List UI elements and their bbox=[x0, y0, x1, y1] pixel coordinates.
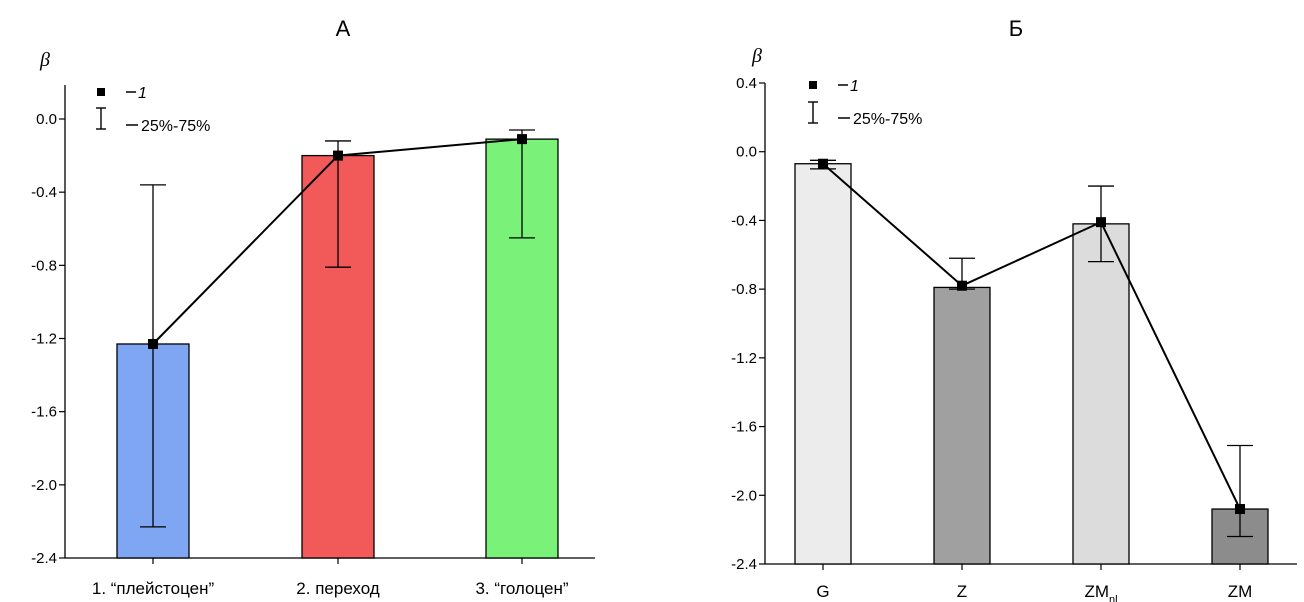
panel-b-ylabel: β bbox=[751, 45, 762, 67]
panel-a-point-marker bbox=[333, 150, 343, 161]
panel-a-ytick-label: -0.8 bbox=[31, 257, 57, 274]
panel-a-bar bbox=[301, 154, 375, 559]
panel-a-ytick-label: 0.0 bbox=[36, 111, 57, 128]
panel-b-ytick-label: -1.2 bbox=[731, 350, 757, 367]
panel-b-legend: 1 25%-75% bbox=[808, 78, 922, 128]
panel-b-point-marker bbox=[1235, 504, 1245, 515]
panel-a-legend-marker bbox=[97, 88, 105, 96]
panel-b-point-marker bbox=[1096, 217, 1106, 228]
panel-a-legend-marker-label: 1 bbox=[138, 85, 147, 102]
panel-a-category-label: 1. “плейстоцен” bbox=[92, 579, 215, 598]
panel-b-legend-error-label: 25%-75% bbox=[853, 111, 922, 128]
panel-b-bar bbox=[794, 163, 852, 565]
panel-b-category-label: G bbox=[816, 582, 829, 601]
panel-a-title: А bbox=[336, 16, 351, 41]
panel-a-legend: 1 25%-75% bbox=[96, 85, 210, 135]
panel-b-ytick-label: -0.8 bbox=[731, 281, 757, 298]
panel-b-series-line bbox=[822, 162, 1241, 510]
panel-b-point-marker bbox=[818, 158, 828, 169]
panel-b-category-label: Z bbox=[957, 582, 967, 601]
panel-b-ytick-label: -0.4 bbox=[731, 212, 757, 229]
panel-b-axes: 0.4 0.0 -0.4 -0.8 -1.2 -1.6 -2.0 -2.4 G Z ZMnl ZM bbox=[731, 75, 1297, 602]
panel-b-bar bbox=[1072, 223, 1130, 565]
panel-b-series bbox=[810, 158, 1253, 538]
panel-a-point-marker bbox=[148, 338, 158, 349]
panel-b-bar bbox=[933, 286, 991, 565]
panel-b-legend-marker-label: 1 bbox=[850, 78, 859, 95]
panel-b-bars bbox=[794, 163, 1269, 565]
panel-b-title: Б bbox=[1009, 16, 1023, 41]
panel-a-ytick-label: -2.0 bbox=[31, 477, 57, 494]
panel-a-legend-error-label: 25%-75% bbox=[141, 118, 210, 135]
panel-a-ytick-label: -2.4 bbox=[31, 550, 57, 567]
panel-a-ytick-label: -0.4 bbox=[31, 184, 57, 201]
panel-a-ytick-label: -1.6 bbox=[31, 404, 57, 421]
panel-b-category-label: ZM bbox=[1228, 582, 1253, 601]
panel-a-point-marker bbox=[517, 134, 527, 145]
panel-b-category-label: ZMnl bbox=[1084, 582, 1117, 602]
panel-a-category-label: 2. переход bbox=[296, 579, 379, 598]
panel-b-legend-marker bbox=[809, 81, 817, 89]
panel-b-ytick-label: -1.6 bbox=[731, 419, 757, 436]
panel-a-ylabel: β bbox=[39, 49, 50, 71]
panel-b-ytick-label: -2.4 bbox=[731, 556, 757, 573]
panel-b-point-marker bbox=[957, 280, 967, 291]
panel-a-category-label: 3. “голоцен” bbox=[475, 579, 568, 598]
panel-a-series bbox=[140, 129, 535, 528]
panel-a: А β 0.0 -0.4 -0.8 -1.2 -1.6 -2.0 -2.4 1. “плейс… bbox=[31, 16, 595, 598]
panel-a-axes: 0.0 -0.4 -0.8 -1.2 -1.6 -2.0 -2.4 1. “плейстоце… bbox=[31, 85, 595, 598]
panel-b: Б β 0.40.0-0.4-0.8-1.2-1.6-2.0-2.4G Z ZMnl… bbox=[731, 16, 1297, 602]
panel-b-category-subscript: nl bbox=[1109, 594, 1118, 602]
panel-b-ytick-label: -2.0 bbox=[731, 487, 757, 504]
panel-b-ytick-label: 0.0 bbox=[736, 144, 757, 161]
panel-b-ytick-label: 0.4 bbox=[736, 75, 757, 92]
panel-a-ytick-label: -1.2 bbox=[31, 331, 57, 348]
